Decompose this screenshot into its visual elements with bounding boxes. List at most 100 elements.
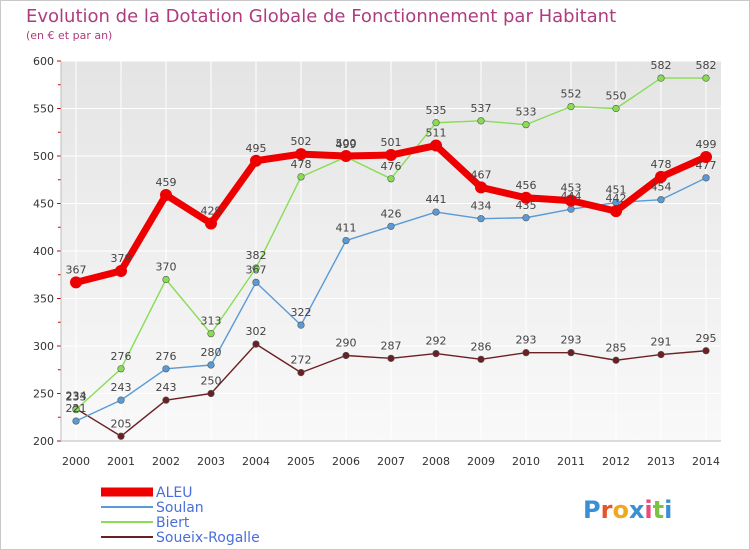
x-tick-label: 2007 xyxy=(377,455,405,468)
data-point-soueix-rogalle xyxy=(252,340,260,348)
data-point-soulan xyxy=(252,278,260,286)
data-label-aleu: 511 xyxy=(426,127,447,140)
data-label-soulan: 280 xyxy=(201,346,222,359)
data-label-biert: 476 xyxy=(381,160,402,173)
data-label-soueix-rogalle: 287 xyxy=(381,339,402,352)
data-point-biert xyxy=(522,121,530,129)
logo-letter: P xyxy=(583,496,601,524)
data-point-aleu xyxy=(115,264,127,277)
data-label-soulan: 276 xyxy=(156,350,177,363)
data-point-biert xyxy=(207,330,215,338)
data-label-biert: 478 xyxy=(291,158,312,171)
data-label-biert: 535 xyxy=(426,104,447,117)
data-label-biert: 552 xyxy=(561,88,582,101)
data-point-soueix-rogalle xyxy=(207,389,215,398)
data-label-aleu: 478 xyxy=(651,158,672,171)
data-label-soulan: 322 xyxy=(291,306,312,319)
data-label-biert: 382 xyxy=(246,249,267,262)
data-label-biert: 537 xyxy=(471,102,492,115)
logo-letter: i xyxy=(644,496,652,524)
data-point-soueix-rogalle xyxy=(342,351,350,360)
data-label-soulan: 411 xyxy=(336,222,357,235)
data-label-biert: 276 xyxy=(111,350,132,363)
data-point-biert xyxy=(117,365,125,373)
data-point-soueix-rogalle xyxy=(297,369,305,377)
data-point-aleu xyxy=(475,181,487,194)
x-tick-label: 2008 xyxy=(422,455,450,468)
data-point-aleu xyxy=(565,194,577,207)
legend-label-biert: Biert xyxy=(156,515,190,531)
data-point-biert xyxy=(162,275,170,284)
data-point-aleu xyxy=(655,170,667,183)
data-point-biert xyxy=(657,74,665,82)
data-label-soueix-rogalle: 290 xyxy=(336,337,357,350)
data-point-aleu xyxy=(385,149,397,162)
x-tick-label: 2005 xyxy=(287,455,315,468)
y-tick-label: 300 xyxy=(33,340,54,353)
data-label-aleu: 453 xyxy=(561,182,582,195)
data-point-biert xyxy=(72,406,80,414)
logo-letter: r xyxy=(601,496,613,524)
data-point-soueix-rogalle xyxy=(522,349,530,357)
data-label-soueix-rogalle: 250 xyxy=(201,375,222,388)
y-tick-label: 350 xyxy=(33,293,54,306)
data-point-soulan xyxy=(117,396,125,404)
logo-letter: o xyxy=(612,496,629,524)
data-label-soueix-rogalle: 205 xyxy=(111,417,132,430)
y-tick-label: 200 xyxy=(33,435,54,448)
data-label-aleu: 367 xyxy=(66,263,87,276)
data-label-soueix-rogalle: 285 xyxy=(606,341,627,354)
data-label-soueix-rogalle: 292 xyxy=(426,335,447,348)
data-label-aleu: 442 xyxy=(606,192,627,205)
data-point-soulan xyxy=(702,174,710,182)
x-tick-label: 2002 xyxy=(152,455,180,468)
data-point-aleu xyxy=(340,150,352,162)
x-tick-label: 2013 xyxy=(647,455,675,468)
data-point-soueix-rogalle xyxy=(387,354,395,362)
x-tick-label: 2009 xyxy=(467,455,495,468)
data-point-soueix-rogalle xyxy=(657,350,665,359)
data-label-aleu: 459 xyxy=(156,176,177,189)
logo-letter: i xyxy=(664,496,672,524)
x-tick-label: 2001 xyxy=(107,455,135,468)
data-label-soulan: 444 xyxy=(561,190,582,203)
data-label-biert: 533 xyxy=(516,106,537,119)
data-label-aleu: 379 xyxy=(111,252,132,265)
data-label-soueix-rogalle: 272 xyxy=(291,354,312,367)
data-point-soueix-rogalle xyxy=(117,432,125,440)
data-label-biert: 550 xyxy=(606,90,627,103)
data-point-aleu xyxy=(430,139,442,152)
data-point-soueix-rogalle xyxy=(567,349,575,357)
data-point-biert xyxy=(702,74,710,82)
x-tick-label: 2010 xyxy=(512,455,540,468)
data-label-aleu: 495 xyxy=(246,142,267,155)
data-label-biert: 582 xyxy=(696,59,717,72)
logo-letter: t xyxy=(653,496,664,524)
data-label-soulan: 243 xyxy=(111,381,132,394)
data-point-soulan xyxy=(522,214,530,222)
logo-wordmark: Proxiti xyxy=(583,496,672,524)
data-label-aleu: 502 xyxy=(291,135,312,148)
data-point-soulan xyxy=(162,365,170,373)
data-label-biert: 233 xyxy=(66,391,87,404)
y-tick-label: 250 xyxy=(33,388,54,401)
data-point-biert xyxy=(432,119,440,127)
data-label-soulan: 454 xyxy=(651,181,672,194)
x-tick-label: 2000 xyxy=(62,455,90,468)
data-point-biert xyxy=(567,102,575,111)
data-point-soulan xyxy=(297,321,305,329)
data-point-aleu xyxy=(295,148,307,161)
data-point-soulan xyxy=(72,417,80,425)
data-point-aleu xyxy=(610,205,622,218)
data-label-soueix-rogalle: 293 xyxy=(561,334,582,347)
data-point-soulan xyxy=(432,208,440,216)
x-tick-label: 2012 xyxy=(602,455,630,468)
proxiti-logo: Proxiti xyxy=(583,496,672,524)
data-label-soueix-rogalle: 302 xyxy=(246,325,267,338)
chart-subtitle: (en € et par an) xyxy=(26,29,112,42)
data-label-soueix-rogalle: 286 xyxy=(471,340,492,353)
data-point-soueix-rogalle xyxy=(432,350,440,358)
